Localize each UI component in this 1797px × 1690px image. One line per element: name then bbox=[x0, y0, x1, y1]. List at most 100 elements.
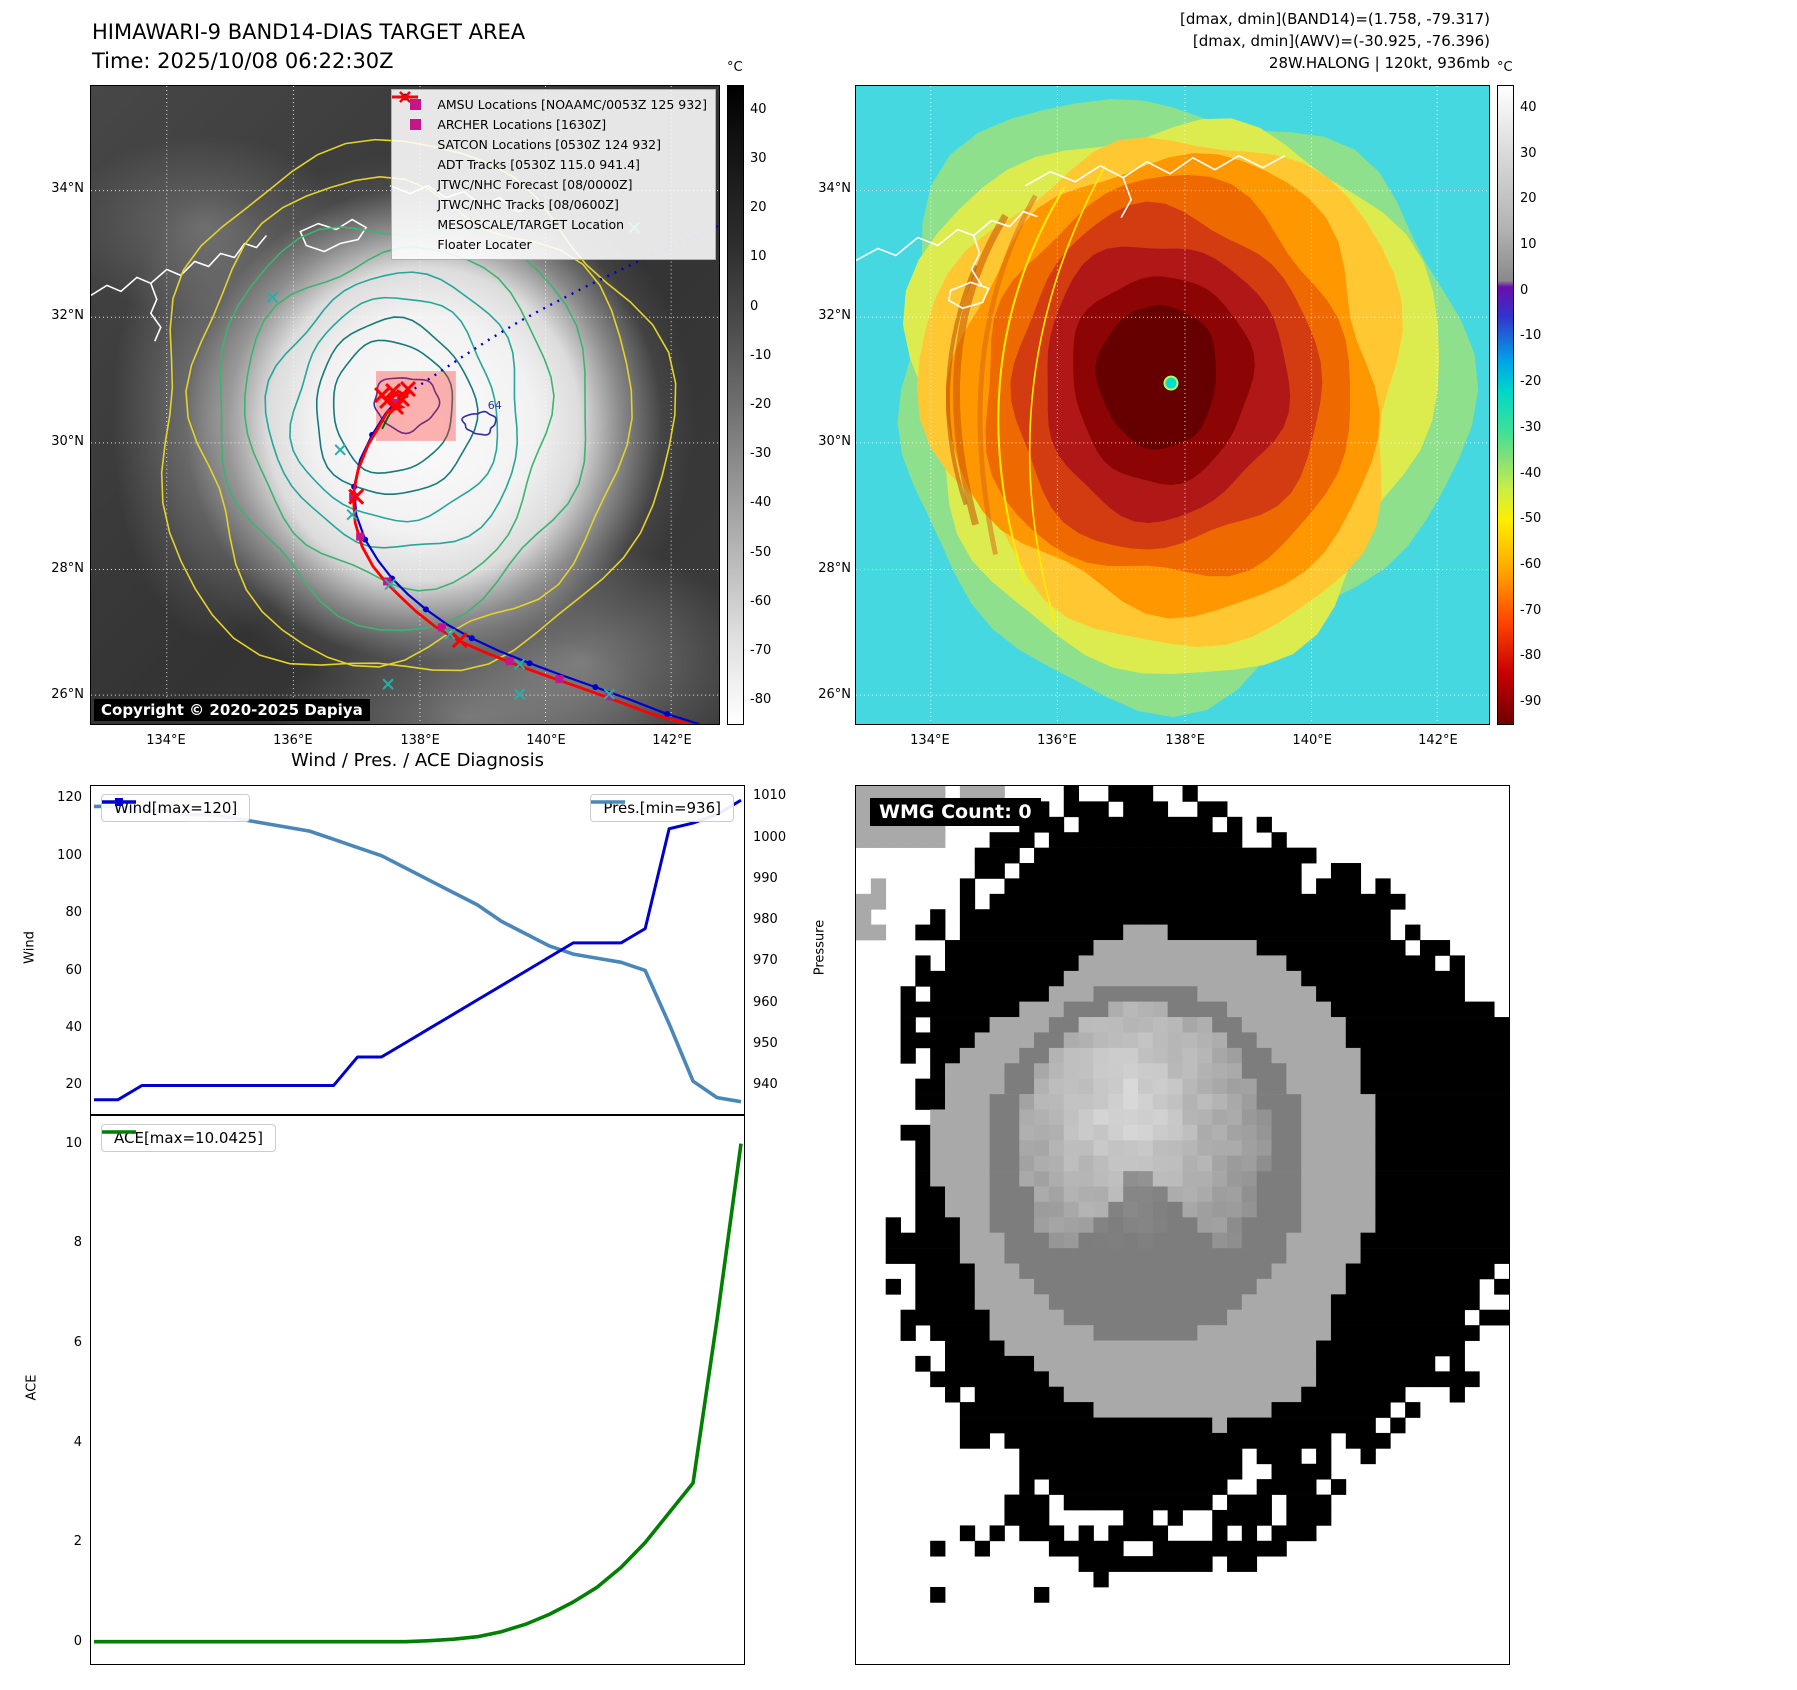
pressure-tick-label: 1010 bbox=[753, 788, 787, 804]
colorbar-tick-label: -50 bbox=[750, 544, 772, 560]
y-tick-label: 32°N bbox=[818, 308, 851, 323]
ace-tick-label: 10 bbox=[65, 1135, 82, 1151]
x-tick-label: 142°E bbox=[652, 733, 692, 748]
pressure-tick-label: 980 bbox=[753, 912, 778, 928]
legend-item-label: Floater Locater bbox=[437, 237, 532, 252]
colorbar-tick-label: -80 bbox=[750, 692, 772, 708]
y-tick-label: 26°N bbox=[818, 687, 851, 703]
wind-axis-label: Wind bbox=[22, 931, 38, 964]
wmg-panel: WMG Count: 0 bbox=[855, 785, 1510, 1665]
legend-line-sample bbox=[102, 798, 136, 806]
legend-item-label: JTWC/NHC Forecast [08/0000Z] bbox=[437, 177, 633, 192]
colorbar-tick-label: -70 bbox=[750, 643, 772, 659]
wind-tick-label: 100 bbox=[57, 847, 82, 863]
legend-item: Floater Locater bbox=[392, 95, 707, 254]
map-legend: AMSU Locations [NOAAMC/0053Z 125 932] ARC… bbox=[391, 89, 716, 260]
wind-pressure-chart: Wind[max=120] Pres.[min=936] bbox=[90, 785, 745, 1115]
legend-label: Wind[max=120] bbox=[114, 799, 238, 817]
colorbar-tick-label: 10 bbox=[750, 249, 767, 265]
ace-tick-label: 6 bbox=[73, 1334, 82, 1350]
colorbar-tick-label: 20 bbox=[750, 200, 767, 216]
y-tick-label: 26°N bbox=[51, 687, 84, 703]
colorbar-tick-label: -30 bbox=[750, 446, 772, 462]
storm-id-intensity: 28W.HALONG | 120kt, 936mb bbox=[1268, 54, 1490, 72]
jtwc-track bbox=[351, 392, 700, 724]
wind-pressure-plot-area bbox=[93, 798, 742, 1104]
x-tick-label: 140°E bbox=[1292, 733, 1332, 748]
x-tick-label: 138°E bbox=[400, 733, 440, 748]
wmg-count-label: WMG Count: 0 bbox=[870, 798, 1041, 826]
pressure-tick-label: 950 bbox=[753, 1035, 778, 1051]
legend-item-label: AMSU Locations [NOAAMC/0053Z 125 932] bbox=[437, 97, 707, 112]
cyclone-eye bbox=[1163, 375, 1179, 391]
wind-tick-label: 20 bbox=[65, 1077, 82, 1093]
awv-map-graphics bbox=[856, 86, 1489, 724]
y-tick-label: 28°N bbox=[818, 561, 851, 577]
pressure-axis-label: Pressure bbox=[812, 919, 828, 976]
y-tick-label: 34°N bbox=[818, 180, 851, 196]
colorbar-tick-label: 40 bbox=[1520, 99, 1537, 115]
pressure-tick-label: 960 bbox=[753, 994, 778, 1010]
ace-tick-label: 8 bbox=[73, 1235, 82, 1251]
diagnosis-chart-title: Wind / Pres. / ACE Diagnosis bbox=[290, 750, 545, 771]
colorbar-tick-label: 0 bbox=[750, 298, 759, 314]
legend-label: Pres.[min=936] bbox=[603, 799, 721, 817]
jtwc-forecast-track bbox=[407, 224, 719, 395]
colorbar-tick-label: 20 bbox=[1520, 191, 1537, 207]
legend-item: AMSU Locations [NOAAMC/0053Z 125 932] bbox=[400, 95, 707, 114]
pressure-tick-label: 1000 bbox=[753, 829, 787, 845]
pressure-legend: Pres.[min=936] bbox=[590, 794, 734, 822]
colorbar-tick-label: -10 bbox=[1520, 328, 1542, 344]
mesoscale-target-markers bbox=[348, 381, 468, 649]
dmax-dmin-awv: [dmax, dmin](AWV)=(-30.925, -76.396) bbox=[1192, 32, 1490, 50]
band14-colorbar bbox=[727, 85, 744, 725]
x-tick-label: 138°E bbox=[1165, 733, 1205, 748]
wind-legend: Wind[max=120] bbox=[101, 794, 251, 822]
wind-tick-label: 60 bbox=[65, 962, 82, 978]
y-tick-label: 30°N bbox=[51, 433, 84, 449]
awv-colorbar-unit: °C bbox=[1497, 60, 1513, 75]
colorbar-tick-label: -20 bbox=[750, 397, 772, 412]
pressure-series bbox=[93, 804, 742, 1104]
colorbar-tick-label: -40 bbox=[750, 495, 772, 511]
ace-chart: ACE[max=10.0425] bbox=[90, 1115, 745, 1665]
wind-series bbox=[93, 798, 742, 1102]
ace-series bbox=[93, 1143, 743, 1644]
legend-marker-square bbox=[400, 99, 430, 110]
legend-line-sample bbox=[102, 1130, 136, 1134]
band14-panel-time: Time: 2025/10/08 06:22:30Z bbox=[92, 49, 394, 73]
y-tick-label: 32°N bbox=[51, 308, 84, 323]
awv-header: [dmax, dmin](BAND14)=(1.758, -79.317) [d… bbox=[1180, 8, 1490, 74]
amsu-archer-markers bbox=[349, 399, 614, 701]
colorbar-tick-label: -60 bbox=[750, 593, 772, 609]
floater-track bbox=[351, 389, 690, 724]
copyright-watermark: Copyright © 2020-2025 Dapiya bbox=[94, 699, 370, 721]
coastline bbox=[856, 154, 1286, 310]
x-tick-label: 142°E bbox=[1418, 733, 1458, 748]
legend-item-label: SATCON Locations [0530Z 124 932] bbox=[437, 137, 662, 152]
wind-tick-label: 80 bbox=[65, 905, 82, 921]
ace-axis-label: ACE bbox=[24, 1374, 40, 1401]
colorbar-tick-label: -20 bbox=[1520, 374, 1542, 390]
x-tick-label: 134°E bbox=[910, 733, 950, 748]
wind-tick-label: 40 bbox=[65, 1019, 82, 1035]
ace-plot-area bbox=[93, 1143, 743, 1644]
colorbar-tick-label: 30 bbox=[750, 150, 767, 166]
dmax-dmin-band14: [dmax, dmin](BAND14)=(1.758, -79.317) bbox=[1179, 10, 1490, 28]
colorbar-tick-label: -90 bbox=[1520, 694, 1542, 710]
colorbar-tick-label: 0 bbox=[1520, 282, 1529, 298]
legend-item-label: JTWC/NHC Tracks [08/0600Z] bbox=[437, 197, 619, 212]
band14-panel-title: HIMAWARI-9 BAND14-DIAS TARGET AREA bbox=[92, 20, 526, 44]
cyclone-swirl bbox=[897, 99, 1479, 718]
legend-line-sample bbox=[591, 800, 626, 804]
colorbar-tick-label: 40 bbox=[750, 101, 767, 117]
ace-tick-label: 2 bbox=[73, 1534, 82, 1550]
colorbar-tick-label: -30 bbox=[1520, 419, 1542, 435]
pressure-tick-label: 990 bbox=[753, 870, 778, 886]
x-tick-label: 136°E bbox=[1037, 733, 1077, 748]
colorbar-tick-label: -60 bbox=[1520, 557, 1542, 572]
colorbar-tick-label: -10 bbox=[750, 347, 772, 363]
y-tick-label: 34°N bbox=[51, 180, 84, 196]
x-tick-label: 136°E bbox=[273, 733, 313, 748]
